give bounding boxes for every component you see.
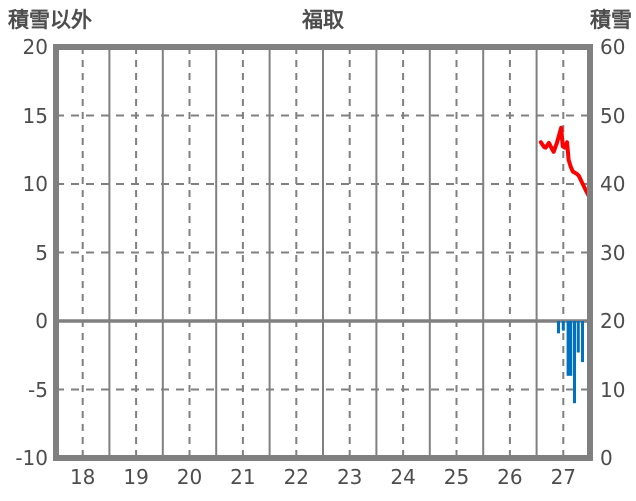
left-axis-tick-label: 5: [35, 240, 48, 265]
chart-title: 福取: [302, 8, 344, 32]
precip-bar: [556, 321, 560, 334]
plot-border: [53, 44, 593, 461]
right-axis-tick-label: 30: [600, 240, 626, 265]
x-axis-tick-label: 22: [283, 465, 310, 489]
x-axis-tick-label: 27: [550, 465, 577, 489]
x-axis-tick-label: 23: [336, 465, 363, 489]
left-axis-tick-label: -5: [28, 377, 48, 402]
left-axis-tick-label: -10: [15, 446, 48, 470]
precip-bar: [569, 321, 573, 376]
x-axis-tick-label: 25: [443, 465, 470, 489]
x-axis-tick-label: 19: [123, 465, 149, 489]
right-axis-tick-label: 60: [600, 35, 626, 59]
right-axis-title: 積雪: [590, 8, 632, 32]
right-axis-tick-label: 20: [600, 309, 626, 333]
left-axis-tick-label: 0: [35, 309, 48, 333]
right-axis-tick-label: 40: [600, 172, 626, 196]
snow-depth-line: [538, 125, 591, 199]
plot-svg: [53, 44, 593, 461]
x-axis-tick-label: 20: [176, 465, 203, 489]
precip-bar: [573, 321, 577, 404]
left-axis-tick-label: 10: [22, 172, 48, 196]
x-axis-tick-label: 21: [230, 465, 256, 489]
right-axis-tick-label: 10: [600, 377, 626, 402]
x-axis-tick-label: 18: [69, 465, 96, 489]
precip-bar: [561, 321, 565, 331]
right-axis-tick-label: 0: [600, 446, 613, 470]
precip-bar: [566, 321, 570, 376]
right-axis-tick-label: 50: [600, 103, 626, 128]
left-axis-tick-label: 20: [22, 35, 48, 59]
left-axis-title: 積雪以外: [8, 8, 92, 32]
precip-bar: [576, 321, 580, 353]
x-axis-tick-label: 26: [497, 465, 523, 489]
x-axis-tick-label: 24: [390, 465, 416, 489]
precip-bar: [581, 321, 585, 363]
left-axis-tick-label: 15: [22, 103, 48, 128]
